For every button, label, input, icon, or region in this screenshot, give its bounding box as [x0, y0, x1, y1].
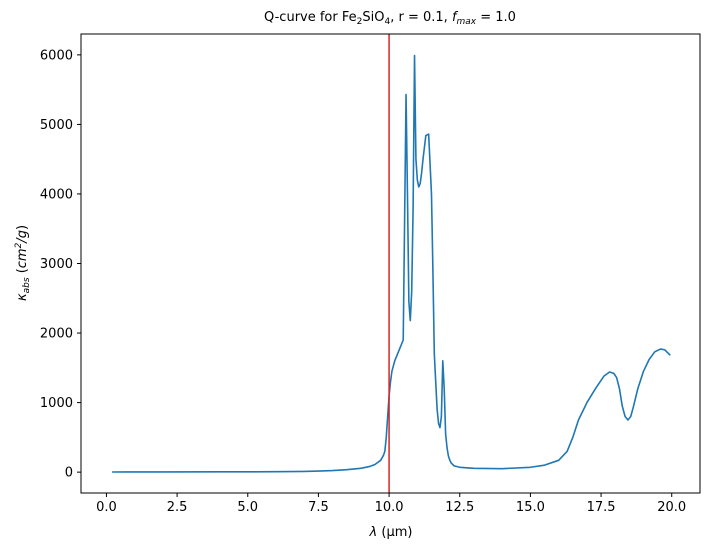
- y-tick-label: 4000: [40, 187, 73, 202]
- x-tick-label: 5.0: [237, 500, 258, 515]
- x-tick-label: 12.5: [445, 500, 474, 515]
- x-axis: 0.0 2.5 5.0 7.5 10.0 12.5 15.0 17.5 20.0: [96, 493, 686, 515]
- y-axis: 0 1000 2000 3000 4000 5000 6000: [40, 48, 81, 481]
- y-tick-label: 3000: [40, 257, 73, 272]
- x-tick-label: 7.5: [308, 500, 329, 515]
- y-tick-label: 6000: [40, 48, 73, 63]
- x-tick-label: 17.5: [587, 500, 616, 515]
- chart-title: Q-curve for Fe2SiO4, r = 0.1, fmax = 1.0: [264, 10, 516, 27]
- x-tick-label: 0.0: [96, 500, 117, 515]
- y-tick-label: 2000: [40, 327, 73, 342]
- x-tick-label: 20.0: [657, 500, 686, 515]
- x-axis-label: λ (μm): [369, 525, 413, 540]
- y-tick-label: 0: [65, 466, 73, 481]
- y-tick-label: 5000: [40, 118, 73, 133]
- x-tick-label: 15.0: [516, 500, 545, 515]
- plot-content: [112, 34, 671, 493]
- series-line-0: [112, 54, 671, 473]
- x-tick-label: 2.5: [167, 500, 188, 515]
- y-tick-label: 1000: [40, 396, 73, 411]
- y-axis-label: κabs (cm2/g): [14, 225, 32, 301]
- plot-area: [81, 34, 700, 493]
- x-tick-label: 10.0: [375, 500, 404, 515]
